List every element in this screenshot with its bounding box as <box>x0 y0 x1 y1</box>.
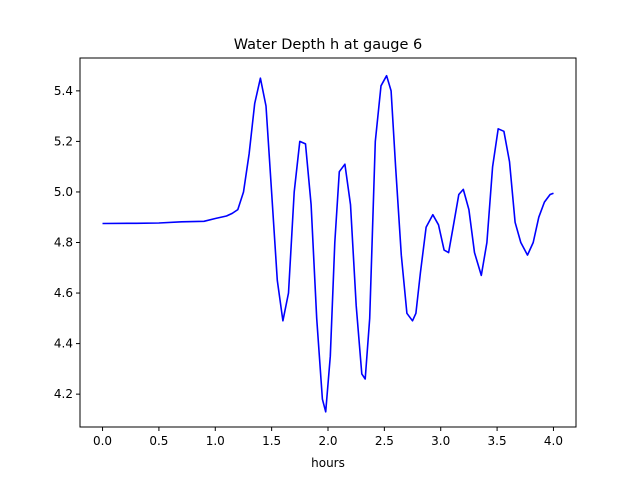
x-tick-label: 2.0 <box>318 434 337 448</box>
chart-title: Water Depth h at gauge 6 <box>234 37 422 53</box>
x-tick-label: 1.0 <box>206 434 225 448</box>
x-tick-label: 3.5 <box>488 434 507 448</box>
y-tick-label: 5.0 <box>54 185 73 199</box>
x-tick-label: 2.5 <box>375 434 394 448</box>
y-tick-label: 5.2 <box>54 134 73 148</box>
x-tick-label: 0.0 <box>93 434 112 448</box>
y-tick-label: 4.2 <box>54 387 73 401</box>
y-tick-label: 4.6 <box>54 286 73 300</box>
series-line-0 <box>102 74 554 413</box>
y-tick-label: 4.8 <box>54 236 73 250</box>
x-axis-label: hours <box>311 456 345 470</box>
x-tick-label: 4.0 <box>544 434 563 448</box>
plot-frame <box>79 57 577 428</box>
y-axis-ticks: 4.2 4.4 4.6 4.8 5.0 5.2 5.4 <box>54 84 80 401</box>
plot-area <box>79 57 577 428</box>
x-tick-label: 1.5 <box>262 434 281 448</box>
x-tick-label: 3.0 <box>431 434 450 448</box>
y-tick-label: 4.4 <box>54 337 73 351</box>
y-tick-label: 5.4 <box>54 84 73 98</box>
x-axis-ticks: 0.0 0.5 1.0 1.5 2.0 2.5 3.0 3.5 4.0 <box>93 427 563 448</box>
x-tick-label: 0.5 <box>149 434 168 448</box>
